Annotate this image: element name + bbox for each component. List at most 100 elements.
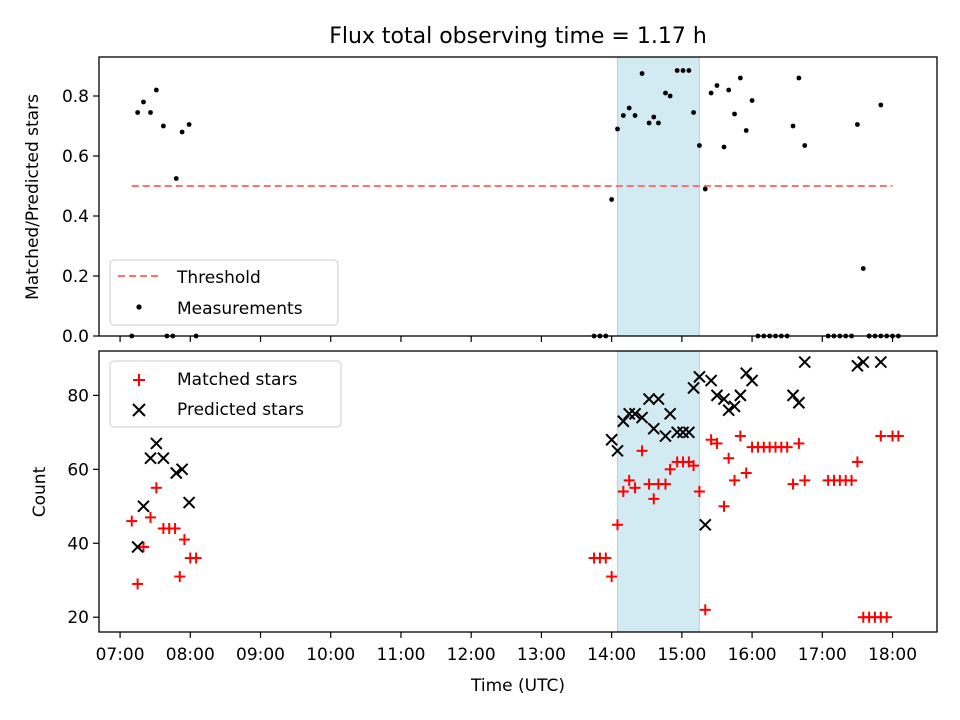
matched-star-point: [178, 534, 190, 546]
matched-star-point: [799, 474, 811, 486]
matched-star-point: [711, 437, 723, 449]
predicted-star-point: [622, 407, 636, 421]
matched-star-point: [793, 437, 805, 449]
top-x-ticks: [119, 336, 894, 342]
bottom-y-axis-label: Count: [30, 466, 50, 517]
predicted-star-point: [710, 389, 724, 402]
measurement-point: [686, 68, 692, 73]
matched-star-point: [629, 482, 641, 494]
matched-star-point: [636, 445, 648, 457]
measurement-point: [737, 75, 743, 81]
measurement-point: [691, 110, 696, 115]
matched-star-point: [144, 511, 156, 523]
predicted-legend-marker: [132, 403, 146, 417]
predicted-legend-label: Predicted stars: [177, 400, 304, 420]
measurement-point: [663, 90, 668, 96]
x-tick-label: 09:00: [236, 645, 285, 665]
measurement-point: [878, 102, 884, 108]
x-tick-label: 11:00: [376, 645, 425, 665]
measurement-point: [620, 113, 626, 118]
predicted-star-point: [635, 411, 649, 424]
bottom-legend: Matched stars Predicted stars: [109, 360, 342, 428]
measurement-point: [674, 68, 680, 73]
top-highlight-span: [616, 56, 700, 337]
matched-star-point: [705, 434, 717, 446]
measurement-point: [790, 123, 796, 129]
predicted-star-point: [175, 463, 189, 476]
matched-star-point: [723, 452, 735, 464]
measurement-point: [708, 90, 714, 96]
matched-star-points: [126, 430, 904, 623]
matched-star-point: [846, 474, 858, 486]
matched-star-point: [648, 493, 660, 505]
y-tick-label: 0.4: [62, 207, 89, 227]
x-tick-label: 15:00: [657, 645, 706, 665]
measurement-point: [186, 122, 192, 127]
predicted-star-point: [137, 500, 150, 513]
matched-star-point: [600, 552, 612, 564]
measurement-point: [721, 144, 727, 150]
bottom-legend-box: [109, 360, 342, 428]
measurement-point: [667, 93, 673, 99]
top-panel: 0.00.20.40.60.8 Matched/Predicted stars …: [23, 56, 938, 347]
top-legend: Threshold Measurements: [109, 259, 339, 326]
matched-star-point: [881, 611, 893, 623]
predicted-star-point: [682, 426, 696, 439]
predicted-star-points: [131, 355, 888, 554]
measurement-point: [153, 87, 159, 93]
measurement-point: [714, 83, 720, 88]
predicted-star-point: [687, 381, 700, 395]
predicted-star-point: [722, 403, 735, 417]
predicted-star-point: [693, 370, 706, 384]
matched-legend-marker: [133, 374, 145, 386]
x-tick-label: 18:00: [868, 645, 917, 665]
top-y-ticks: 0.0 0.2 0.4 0.6 0.8: [62, 87, 99, 347]
measurement-point: [179, 129, 185, 135]
matched-star-point: [734, 430, 746, 442]
predicted-star-point: [144, 452, 157, 465]
predicted-star-point: [663, 407, 677, 421]
measurement-point: [802, 143, 808, 148]
x-tick-label: 14:00: [587, 645, 636, 665]
predicted-star-point: [652, 392, 665, 406]
predicted-star-point: [647, 422, 660, 435]
matched-star-point: [851, 456, 863, 468]
matched-star-point: [699, 604, 711, 616]
measurement-point: [632, 113, 638, 118]
bottom-axes-frame: [98, 350, 938, 633]
matched-star-point: [606, 571, 618, 583]
measurement-point: [726, 87, 732, 93]
measurements-legend-marker: [136, 304, 142, 310]
bottom-x-ticks: 07:00 08:00 09:00 10:00 11:00 12:00 13:00 14:00…: [96, 632, 917, 665]
matched-star-point: [875, 430, 887, 442]
predicted-star-point: [659, 429, 672, 443]
predicted-star-point: [170, 466, 183, 480]
x-tick-label: 16:00: [728, 645, 777, 665]
measurement-point: [796, 75, 802, 81]
matched-star-point: [729, 474, 741, 486]
x-tick-label: 10:00: [306, 645, 355, 665]
predicted-star-point: [611, 444, 624, 458]
matched-star-point: [643, 478, 655, 490]
matched-star-point: [740, 467, 752, 479]
predicted-star-point: [670, 426, 684, 439]
measurement-point: [639, 71, 645, 76]
predicted-star-point: [728, 400, 741, 413]
y-tick-label: 20: [67, 608, 89, 628]
measurement-point: [860, 266, 866, 271]
y-tick-label: 0.2: [62, 267, 89, 287]
y-tick-label: 0.0: [62, 327, 89, 347]
measurement-point: [732, 111, 737, 117]
y-tick-label: 0.8: [62, 87, 89, 107]
predicted-star-point: [642, 392, 656, 406]
predicted-star-point: [704, 374, 718, 387]
predicted-star-point: [798, 355, 811, 369]
matched-star-point: [787, 478, 799, 490]
matched-star-point: [659, 478, 671, 490]
x-tick-label: 12:00: [447, 645, 496, 665]
measurement-point: [697, 143, 702, 148]
bottom-panel: 20 40 60 80 07:00 08:00 09:00 10:00 11:00 12:00 1…: [30, 350, 938, 696]
measurement-point: [615, 126, 620, 132]
matched-star-point: [664, 463, 676, 475]
